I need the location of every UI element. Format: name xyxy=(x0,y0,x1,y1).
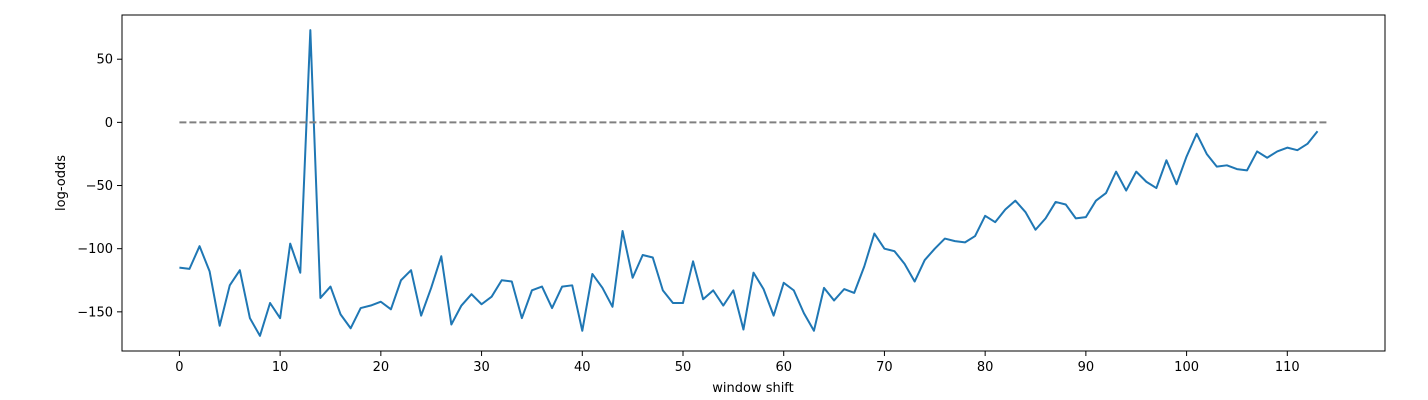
series-line-log-odds xyxy=(179,29,1319,337)
x-tick-label: 90 xyxy=(1078,360,1095,375)
x-axis: 0 10 20 30 40 50 60 70 80 90 100 110 xyxy=(175,351,1300,375)
series-layer xyxy=(179,29,1328,337)
x-axis-label: window shift xyxy=(712,381,794,396)
x-tick-label: 110 xyxy=(1275,360,1300,375)
y-axis: 50 0 −50 −100 −150 xyxy=(77,53,122,320)
y-tick-label: 50 xyxy=(96,53,113,68)
y-tick-label: 0 xyxy=(105,116,113,131)
x-tick-label: 40 xyxy=(574,360,591,375)
x-tick-label: 0 xyxy=(175,360,183,375)
x-tick-label: 50 xyxy=(675,360,692,375)
x-tick-label: 10 xyxy=(272,360,289,375)
x-tick-label: 100 xyxy=(1174,360,1199,375)
y-tick-label: −100 xyxy=(77,242,113,257)
y-axis-label: log-odds xyxy=(54,155,69,211)
x-tick-label: 80 xyxy=(977,360,994,375)
plot-frame xyxy=(121,14,1386,352)
y-tick-label: −50 xyxy=(86,179,113,194)
x-tick-label: 30 xyxy=(473,360,490,375)
x-tick-label: 20 xyxy=(373,360,390,375)
x-tick-label: 70 xyxy=(876,360,893,375)
x-tick-label: 60 xyxy=(775,360,792,375)
y-tick-label: −150 xyxy=(77,305,113,320)
